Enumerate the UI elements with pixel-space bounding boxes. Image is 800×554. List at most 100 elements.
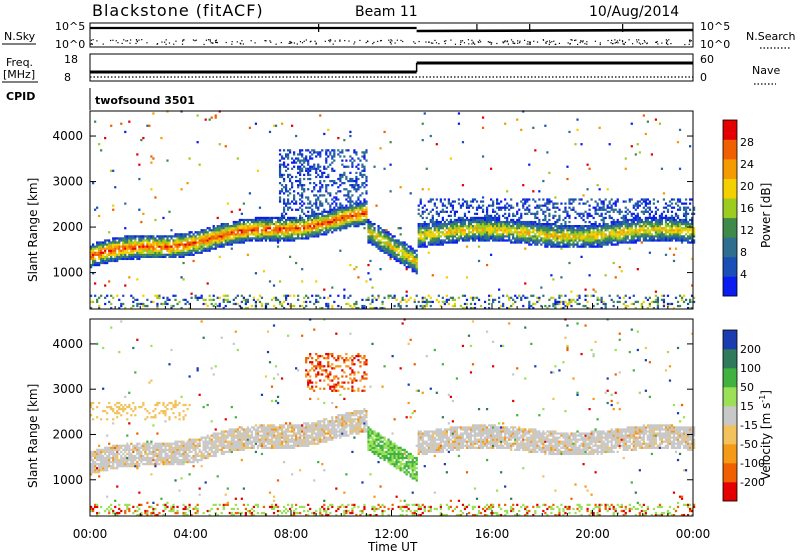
heatmap-cell (96, 261, 99, 265)
heatmap-cell (590, 198, 593, 201)
heatmap-cell (397, 247, 400, 250)
heatmap-cell (546, 229, 549, 232)
heatmap-cell (660, 231, 664, 234)
heatmap-cell (343, 294, 346, 297)
heatmap-cell (278, 175, 282, 179)
heatmap-cell (453, 302, 457, 306)
heatmap-cell (393, 247, 396, 250)
heatmap-cell (481, 116, 485, 119)
heatmap-cell (570, 237, 573, 240)
heatmap-cell (489, 233, 493, 236)
heatmap-cell (483, 214, 487, 218)
heatmap-cell (417, 237, 420, 240)
heatmap-cell (355, 153, 358, 156)
heatmap-cell (415, 253, 418, 256)
heatmap-cell (431, 208, 434, 211)
nsky-dot (549, 42, 551, 44)
heatmap-cell (403, 257, 406, 261)
heatmap-cell (208, 233, 211, 236)
heatmap-cell (365, 149, 368, 152)
heatmap-cell (463, 233, 467, 236)
heatmap-cell (146, 253, 149, 256)
heatmap-cell (387, 294, 390, 297)
heatmap-cell (128, 241, 131, 244)
heatmap-cell (359, 159, 362, 162)
heatmap-cell (588, 239, 591, 242)
heatmap-cell (313, 302, 316, 306)
heatmap-cell (596, 239, 599, 242)
heatmap-cell (134, 255, 137, 258)
heatmap-cell (90, 253, 93, 256)
heatmap-cell (421, 298, 424, 302)
heatmap-cell (514, 241, 517, 244)
heatmap-cell (584, 225, 587, 228)
heatmap-cell (662, 233, 666, 236)
nsky-dot (161, 41, 163, 43)
heatmap-cell (383, 167, 386, 170)
heatmap-cell (242, 225, 245, 228)
heatmap-cell (116, 245, 119, 248)
heatmap-cell (286, 157, 290, 160)
heatmap-cell (443, 233, 446, 236)
heatmap-cell (315, 175, 318, 179)
nsky-dot (688, 40, 691, 42)
heatmap-cell (299, 165, 302, 168)
heatmap-cell (315, 294, 318, 297)
heatmap-cell (140, 138, 143, 142)
heatmap-cell (528, 241, 531, 244)
heatmap-cell (297, 208, 300, 211)
heatmap-cell (554, 231, 557, 234)
heatmap-cell (570, 202, 573, 205)
heatmap-cell (628, 239, 631, 242)
nsky-dot (275, 43, 277, 45)
heatmap-cell (433, 229, 436, 232)
heatmap-cell (528, 239, 531, 242)
heatmap-cell (431, 214, 434, 218)
heatmap-cell (367, 220, 370, 224)
heatmap-cell (642, 220, 645, 224)
heatmap-cell (343, 220, 346, 224)
heatmap-cell (453, 210, 457, 213)
heatmap-cell (409, 192, 412, 195)
heatmap-cell (90, 263, 93, 267)
heatmap-cell (618, 229, 621, 232)
heatmap-cell (558, 243, 561, 246)
heatmap-cell (600, 296, 603, 299)
heatmap-cell (337, 222, 340, 226)
heatmap-cell (564, 300, 567, 304)
heatmap-cell (377, 247, 380, 250)
heatmap-cell (640, 198, 643, 201)
heatmap-cell (465, 302, 469, 306)
heatmap-cell (586, 239, 589, 242)
heatmap-cell (552, 302, 555, 306)
heatmap-cell (379, 233, 382, 236)
heatmap-cell (182, 278, 185, 281)
heatmap-cell (311, 218, 314, 222)
heatmap-cell (437, 239, 440, 242)
heatmap-cell (399, 243, 402, 246)
heatmap-cell (331, 155, 334, 158)
nsky-dot (418, 40, 420, 43)
heatmap-cell (122, 255, 125, 258)
heatmap-cell (288, 239, 292, 242)
heatmap-cell (104, 259, 107, 263)
heatmap-cell (662, 206, 666, 209)
heatmap-cell (118, 249, 121, 252)
heatmap-cell (288, 151, 292, 154)
heatmap-cell (299, 182, 302, 185)
heatmap-cell (176, 253, 179, 256)
heatmap-cell (204, 237, 207, 240)
heatmap-cell (303, 212, 306, 215)
heatmap-cell (172, 304, 175, 308)
heatmap-cell (427, 233, 430, 236)
heatmap-cell (274, 298, 278, 302)
heatmap-cell (303, 227, 306, 230)
heatmap-cell (453, 225, 457, 228)
heatmap-cell (429, 296, 432, 299)
heatmap-cell (636, 229, 639, 232)
heatmap-cell (429, 200, 432, 203)
heatmap-cell (473, 225, 477, 228)
heatmap-cell (510, 233, 513, 236)
heatmap-cell (343, 222, 346, 226)
heatmap-cell (353, 179, 356, 183)
